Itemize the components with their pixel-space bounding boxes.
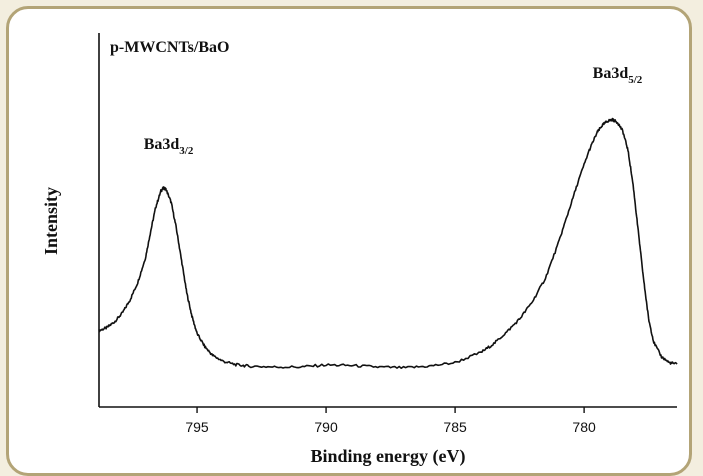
peak-label-ba3d32-sub: 3/2 xyxy=(179,145,194,157)
y-axis-label: Intensity xyxy=(41,187,61,255)
peak-label-ba3d52: Ba3d5/2 xyxy=(593,65,643,86)
x-tick-label-785: 785 xyxy=(443,419,467,435)
peak-label-ba3d52-sub: 5/2 xyxy=(628,74,643,86)
x-axis-label: Binding energy (eV) xyxy=(311,446,466,467)
peak-label-ba3d32-main: Ba3d xyxy=(144,136,180,153)
x-tick-labels: 795 790 785 780 xyxy=(185,419,596,435)
peak-label-ba3d52-main: Ba3d xyxy=(593,65,629,82)
x-tick-label-790: 790 xyxy=(314,419,338,435)
figure-frame xyxy=(6,6,692,476)
x-tick-label-780: 780 xyxy=(572,419,596,435)
x-tick-label-795: 795 xyxy=(185,419,209,435)
spectrum-line xyxy=(98,117,678,369)
peak-label-ba3d32: Ba3d3/2 xyxy=(144,136,194,157)
chart-title: p-MWCNTs/BaO xyxy=(110,39,229,56)
x-ticks xyxy=(196,407,585,413)
